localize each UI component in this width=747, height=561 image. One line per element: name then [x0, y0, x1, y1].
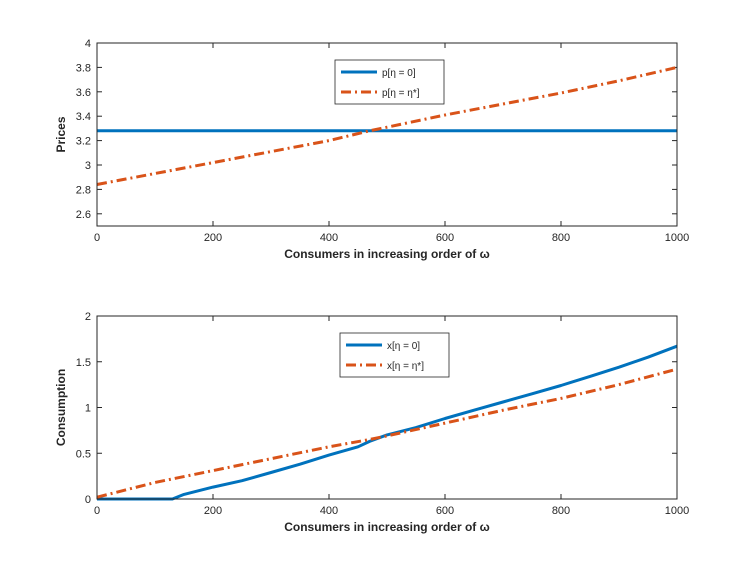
- prices-ticks: 0 200 400 600 800 1000 2.6 2.8 3 3.2 3.4 3.6 3.8 4: [76, 38, 690, 244]
- prices-y-tick-label: 4: [85, 38, 91, 50]
- prices-plot-frame: [96, 42, 678, 227]
- consumption-series: [96, 344, 678, 501]
- prices-y-tick-label: 3.6: [76, 87, 91, 99]
- prices-chart: 0 200 400 600 800 1000 2.6 2.8 3 3.2 3.4 3.6 3.8 4 Co…: [54, 38, 689, 261]
- consumption-y-tick-label: 2: [85, 311, 91, 323]
- prices-y-axis-label: Prices: [54, 116, 68, 152]
- consumption-x-tick-label: 600: [436, 505, 454, 517]
- prices-y-tick-label: 3.8: [76, 62, 91, 74]
- consumption-legend-label-x-eta-0: x[η = 0]: [387, 341, 420, 352]
- consumption-legend-box: [339, 332, 450, 378]
- prices-x-tick-label: 600: [436, 232, 454, 244]
- prices-legend-label-p-eta-0: p[η = 0]: [382, 68, 416, 79]
- consumption-x-axis-label: Consumers in increasing order of ω: [284, 520, 490, 534]
- consumption-series-line-eta-star: [96, 367, 678, 499]
- prices-x-tick-label: 1000: [665, 232, 689, 244]
- prices-legend: p[η = 0] p[η = η*]: [334, 59, 445, 105]
- consumption-y-axis-label: Consumption: [54, 369, 68, 446]
- prices-y-tick-label: 2.6: [76, 209, 91, 221]
- prices-x-tick-label: 400: [320, 232, 338, 244]
- prices-y-tick-label: 3.2: [76, 136, 91, 148]
- prices-x-tick-label: 800: [552, 232, 570, 244]
- prices-y-tick-label: 2.8: [76, 184, 91, 196]
- consumption-x-tick-label: 1000: [665, 505, 689, 517]
- consumption-chart: 0 200 400 600 800 1000 0 0.5 1 1.5 2 Consumers in …: [54, 311, 689, 534]
- prices-legend-box: [334, 59, 445, 105]
- prices-x-axis-label: Consumers in increasing order of ω: [284, 247, 490, 261]
- prices-series: [96, 65, 678, 186]
- consumption-ticks: 0 200 400 600 800 1000 0 0.5 1 1.5 2: [76, 311, 690, 517]
- consumption-x-tick-label: 400: [320, 505, 338, 517]
- consumption-x-tick-label: 0: [94, 505, 100, 517]
- consumption-y-tick-label: 1.5: [76, 357, 91, 369]
- consumption-x-tick-label: 200: [204, 505, 222, 517]
- consumption-y-tick-label: 0: [85, 494, 91, 506]
- consumption-y-tick-label: 1: [85, 403, 91, 415]
- consumption-plot-frame: [96, 315, 678, 500]
- consumption-y-tick-label: 0.5: [76, 448, 91, 460]
- prices-x-tick-label: 200: [204, 232, 222, 244]
- prices-legend-label-p-eta-star: p[η = η*]: [382, 88, 420, 99]
- consumption-legend: x[η = 0] x[η = η*]: [339, 332, 450, 378]
- prices-series-line-eta-star: [96, 65, 678, 186]
- prices-y-tick-label: 3: [85, 160, 91, 172]
- prices-y-tick-label: 3.4: [76, 111, 91, 123]
- consumption-legend-label-x-eta-star: x[η = η*]: [387, 361, 424, 372]
- consumption-x-tick-label: 800: [552, 505, 570, 517]
- prices-x-tick-label: 0: [94, 232, 100, 244]
